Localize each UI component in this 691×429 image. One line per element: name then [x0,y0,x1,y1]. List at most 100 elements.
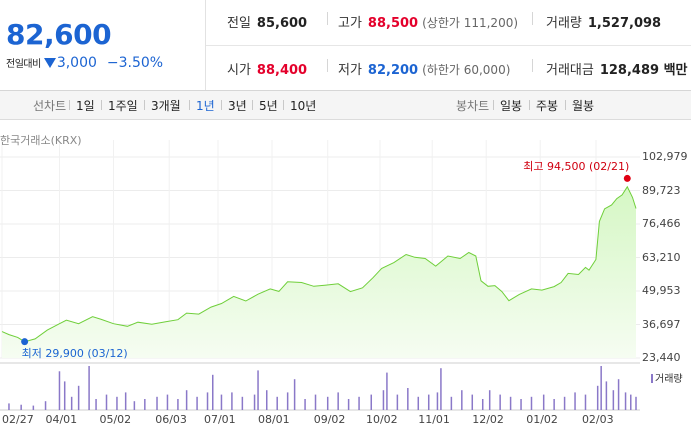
divider [493,100,494,110]
volume-bar [382,390,385,410]
y-tick-label: 23,440 [642,351,681,364]
volume-bar [488,390,491,410]
chart-toolbar: 선차트 1일 1주일 3개월 1년 3년 5년 10년 봉차트 일봉 주봉 월봉 [0,91,691,120]
volume-bar [276,396,278,410]
volume-bar [635,396,637,410]
volume-bar [133,401,136,410]
candle-monthly[interactable]: 월봉 [572,99,595,113]
high-price-label: 최고 94,500 (02/21) [523,160,630,174]
period-1y[interactable]: 1년 [196,99,215,113]
volume-bar [574,392,576,410]
volume-bar [20,404,22,410]
volume-bar [337,392,339,410]
divider [327,59,328,72]
volume-bar [293,379,296,410]
volume-bar [257,370,259,410]
volume-bar [185,390,188,410]
current-price: 82,600 [6,18,112,51]
period-1d[interactable]: 1일 [76,99,95,113]
volume-bar [44,401,47,410]
volume-bar [95,399,97,410]
change-row: 전일대비 3,000 −3.50% [6,55,163,71]
volume-bar [407,388,409,410]
divider [144,100,145,110]
high-stat: 고가 88,500 (상한가 111,200) [338,12,518,31]
price-area [2,186,636,358]
period-10y[interactable]: 10년 [290,99,317,113]
y-tick-label: 89,723 [642,183,681,197]
y-tick-label: 76,466 [642,217,681,230]
volume-bar [563,396,566,410]
divider [189,100,190,110]
x-tick-label: 04/01 [45,413,78,426]
volume-bar [177,399,179,410]
volume-bar [105,394,108,410]
volume-bar [530,396,533,410]
volume-bar [58,371,61,410]
low-stat: 저가 82,200 (하한가 60,000) [338,59,510,78]
x-tick-label: 05/02 [99,413,132,426]
chart-canvas [0,140,640,411]
divider [283,100,284,110]
period-5y[interactable]: 5년 [259,99,278,113]
low-point-marker [21,338,29,346]
volume-bar [8,403,10,410]
volume-bar [314,394,317,410]
volume-bar [358,396,360,410]
volume-bar [624,392,627,410]
price-summary: 82,600 전일대비 3,000 −3.50% [0,0,206,90]
candle-daily[interactable]: 일봉 [500,99,523,113]
volume-bar [206,392,209,410]
volume-bar [499,394,501,410]
volume-label: 거래량 [546,16,582,31]
volume-bar [286,392,289,410]
data-source: 한국거래소(KRX) [0,134,82,147]
divider [529,100,530,110]
volume-bar [231,392,233,410]
volume-bar [77,385,80,410]
volume-bar [326,396,329,410]
divider [252,100,253,110]
volume-bar [600,366,602,410]
x-tick-label: 08/01 [257,413,290,426]
volume-bar [584,394,587,410]
period-1w[interactable]: 1주일 [108,99,138,113]
volume-bar [241,396,244,410]
volume-bar [396,394,399,410]
x-tick-label: 10/02 [365,413,398,426]
volume-bar [166,394,169,410]
candle-weekly[interactable]: 주봉 [536,99,559,113]
period-3m[interactable]: 3개월 [151,99,181,113]
volume-legend-swatch [651,374,653,383]
volume-bar [116,396,118,410]
change-percent: −3.50% [106,55,164,71]
divider [327,12,328,25]
volume-bar [617,379,620,410]
volume-legend: 거래량 [651,370,683,385]
high-value: 88,500 [367,16,419,31]
period-3y[interactable]: 3년 [228,99,247,113]
volume-bar [630,394,632,410]
amount-label: 거래대금 [546,63,594,78]
high-label: 고가 [338,16,362,31]
x-tick-label: 06/03 [155,413,187,426]
volume-bar [347,399,350,410]
volume-bar [417,396,420,410]
change-value: 3,000 [56,55,97,71]
volume-value: 1,527,098 [587,16,662,31]
amount-stat: 거래대금 128,489 백만 [546,59,688,78]
quote-header: 82,600 전일대비 3,000 −3.50% 전일 85,600 고가 88,500… [0,0,691,91]
volume-bar [471,394,474,410]
y-tick-label: 49,953 [642,284,681,297]
open-value: 88,400 [256,63,308,78]
volume-bar [605,381,608,410]
x-tick-label: 11/01 [418,413,450,426]
x-tick-label: 12/02 [472,413,504,426]
open-label: 시가 [227,63,251,78]
volume-bar [461,390,463,410]
low-value: 82,200 [367,63,419,78]
volume-bar [156,396,158,410]
volume-bar [427,394,430,410]
volume-stat: 거래량 1,527,098 [546,12,661,31]
volume-bar [265,390,268,410]
